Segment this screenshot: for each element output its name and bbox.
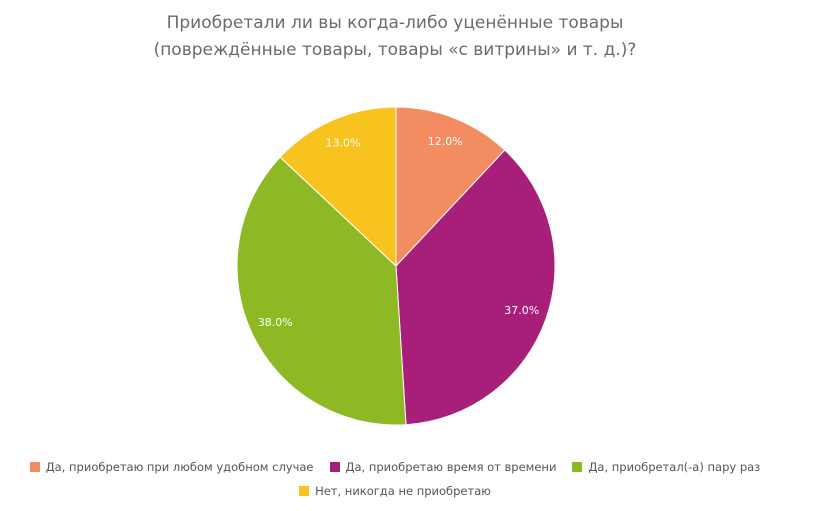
chart-title-line-1: Приобретали ли вы когда-либо уценённые т… <box>166 13 624 33</box>
legend-row-2: Нет, никогда не приобретаю <box>0 479 790 503</box>
legend: Да, приобретаю при любом удобном случае … <box>0 455 790 503</box>
legend-item-always[interactable]: Да, приобретаю при любом удобном случае <box>29 460 314 474</box>
legend-label: Да, приобретаю при любом удобном случае <box>45 460 314 474</box>
legend-item-couple-times[interactable]: Да, приобретал(-а) пару раз <box>572 460 760 474</box>
legend-swatch <box>329 462 340 472</box>
legend-swatch <box>572 462 583 472</box>
pie-slice-sometimes[interactable] <box>395 149 556 426</box>
pie-slice-always[interactable] <box>395 106 506 268</box>
legend-label: Да, приобретаю время от времени <box>345 460 557 474</box>
legend-row-1: Да, приобретаю при любом удобном случае … <box>0 455 790 479</box>
legend-label: Нет, никогда не приобретаю <box>315 484 491 498</box>
legend-item-sometimes[interactable]: Да, приобретаю время от времени <box>329 460 557 474</box>
legend-swatch <box>299 486 310 496</box>
pie-label-couple-times: 38.0% <box>258 316 293 329</box>
chart-title: Приобретали ли вы когда-либо уценённые т… <box>0 10 790 64</box>
legend-swatch <box>29 462 40 472</box>
pie-label-sometimes: 37.0% <box>504 304 539 317</box>
pie-slice-couple-times[interactable] <box>236 156 407 426</box>
pie-label-always: 12.0% <box>428 135 463 148</box>
pie-label-never: 13.0% <box>326 136 361 149</box>
pie-slice-never[interactable] <box>279 106 397 268</box>
legend-item-never[interactable]: Нет, никогда не приобретаю <box>299 484 491 498</box>
chart-title-line-2: (повреждённые товары, товары «с витрины»… <box>153 40 637 60</box>
legend-label: Да, приобретал(-а) пару раз <box>588 460 761 474</box>
